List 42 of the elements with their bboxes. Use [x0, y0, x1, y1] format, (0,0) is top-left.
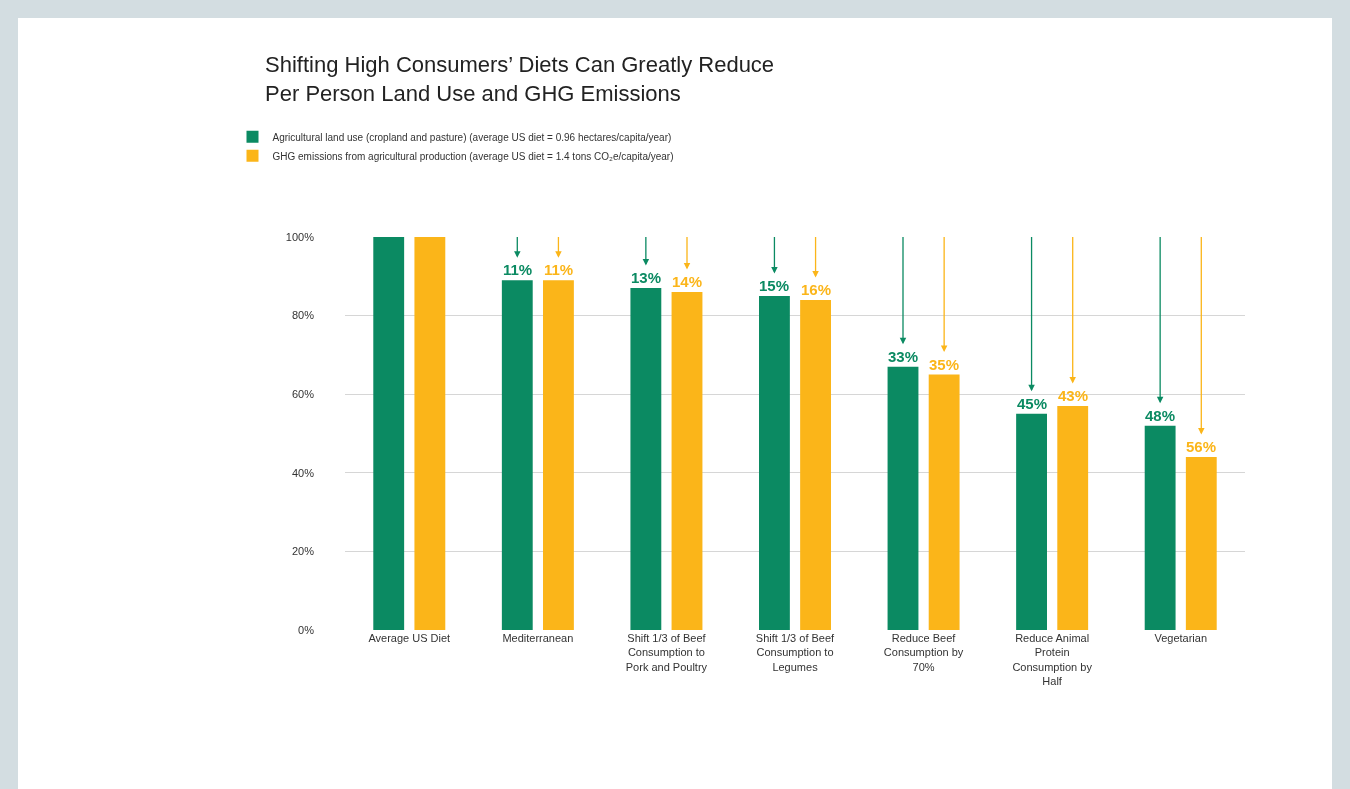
bar [759, 295, 790, 630]
bar [501, 280, 533, 630]
bar [1057, 405, 1089, 630]
annotation: 11% [503, 261, 533, 278]
y-tick-label: 60% [291, 388, 315, 401]
annotation: 43% [1058, 387, 1089, 404]
annotation: 56% [1186, 438, 1217, 455]
bar [928, 374, 960, 630]
x-tick-label: Vegetarian [1154, 632, 1208, 644]
x-tick-label: Shift 1/3 of Beef Consumption to Pork and Poultry [625, 632, 708, 673]
bar [1016, 413, 1047, 630]
bar [887, 366, 919, 630]
annotation: 45% [1017, 395, 1048, 412]
y-tick-label: 100% [285, 230, 315, 243]
annotation: 14% [672, 273, 703, 290]
x-tick-label: Reduce Beef Consumption by 70% [883, 632, 964, 673]
x-tick-label: Mediterranean [502, 632, 574, 644]
annotation: 35% [929, 356, 960, 373]
annotation: 15% [759, 277, 790, 294]
x-tick-label: Reduce Animal Protein Consumption by Half [1012, 632, 1093, 687]
y-tick-label: 20% [291, 545, 315, 558]
bar [1144, 425, 1176, 630]
x-tick-label: Shift 1/3 of Beef Consumption to Legumes [755, 632, 836, 673]
annotation: 16% [801, 281, 832, 298]
x-tick-label: Average US Diet [368, 632, 451, 644]
annotation: 13% [631, 269, 662, 286]
y-tick-label: 40% [291, 466, 315, 479]
legend-label: GHG emissions from agricultural production (average US diet = 1.4 tons CO₂e/capita/year) [272, 150, 674, 162]
annotation: 48% [1145, 407, 1176, 424]
annotation: 33% [888, 348, 919, 365]
bar [1185, 457, 1217, 630]
y-tick-label: 0% [298, 623, 315, 636]
y-tick-label: 80% [291, 309, 315, 322]
bar [543, 280, 574, 630]
bar [414, 237, 446, 630]
legend-label: Agricultural land use (cropland and pasture) (average US diet = 0.96 hectares/capita/year) [272, 131, 672, 143]
chart-title: Shifting High Consumers’ Diets Can Greatly Reduce Per Person Land Use and GHG Emissions [265, 51, 775, 106]
annotation: 11% [544, 261, 574, 278]
bar [671, 292, 703, 630]
bar [373, 237, 405, 630]
bar [630, 288, 662, 630]
bar [800, 299, 831, 630]
